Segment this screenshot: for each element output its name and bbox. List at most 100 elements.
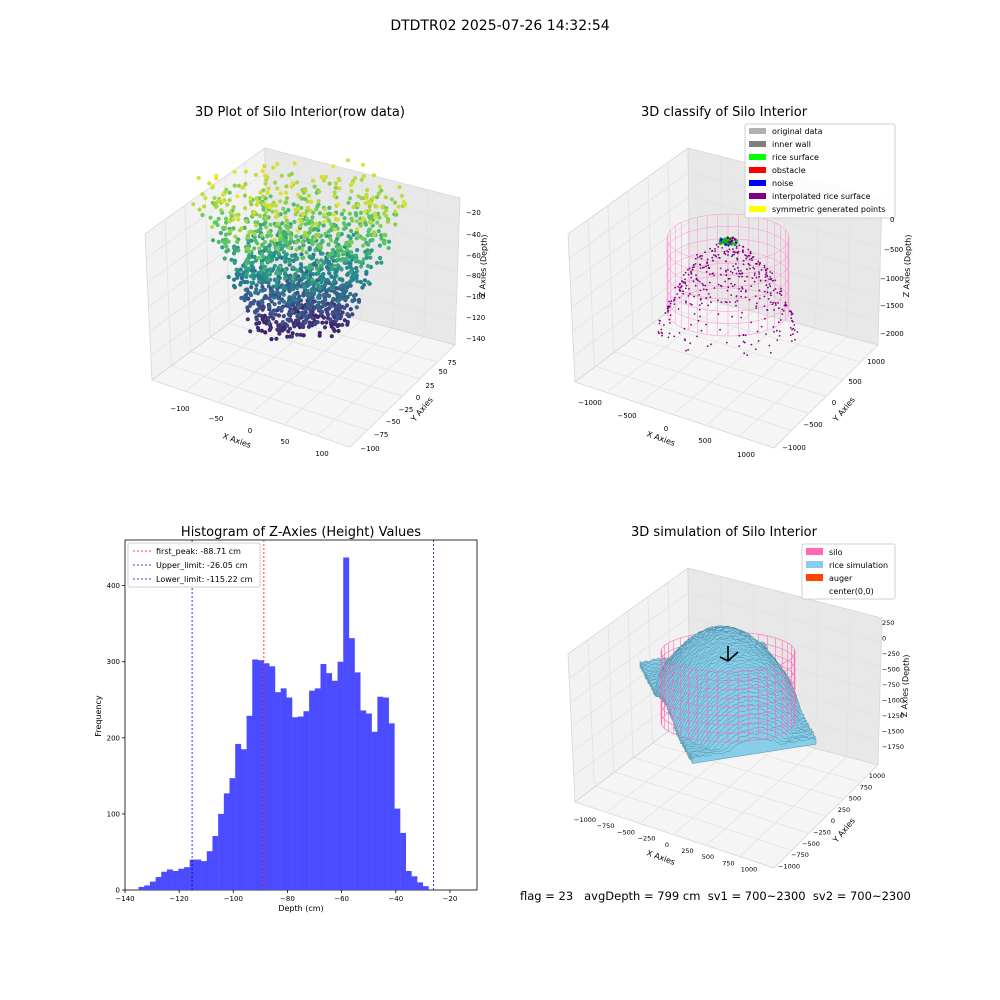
raw-point [291,282,296,287]
raw-point [287,260,292,265]
interpolated-point [753,274,756,276]
raw-point [304,289,310,294]
histogram-bar [314,688,321,890]
raw-point [353,257,358,262]
raw-point [276,291,282,296]
raw-point [397,185,402,190]
interpolated-point [759,279,762,282]
interpolated-point [775,304,777,306]
raw-point [262,287,267,292]
raw-point [285,226,290,231]
raw-point [349,250,354,255]
interpolated-point [699,267,702,269]
raw-point [291,258,296,263]
raw-point [355,227,360,232]
interpolated-point [746,256,749,258]
interpolated-point [689,342,692,345]
raw-point [290,287,295,292]
raw-point [223,232,229,237]
raw-point [233,234,238,239]
raw-point [294,234,299,239]
interpolated-point [709,296,712,298]
interpolated-point [769,351,772,354]
interpolated-point [765,333,767,335]
classify-xtick: −1000 [578,399,602,407]
interpolated-point [744,280,746,282]
interpolated-point [748,264,751,266]
raw-point [216,216,221,221]
classify-ytick: 500 [848,378,861,386]
raw-point [253,258,258,263]
raw-point [320,272,325,277]
raw-point [261,305,266,310]
histogram-bar [201,861,207,890]
raw-point [349,228,354,234]
interpolated-point [791,313,794,315]
raw-point [280,236,285,241]
interpolated-point [669,322,671,324]
interpolated-point [769,301,772,303]
raw-point [333,185,338,190]
interpolated-point [736,266,739,269]
raw-point [257,279,262,284]
raw-point [337,186,342,191]
simulation-pane-floor [574,714,879,869]
raw-point [203,196,208,201]
raw-point [316,295,321,300]
histogram-bar [377,696,384,890]
histogram-bar [235,743,242,890]
interpolated-point [736,252,739,255]
interpolated-point [776,291,779,294]
interpolated-point [733,250,735,253]
raw-point [254,202,259,207]
raw-point [281,250,286,255]
raw-point [266,186,271,191]
panel-raw-title: 3D Plot of Silo Interior(row data) [195,105,405,120]
raw-point [212,220,217,225]
raw-point [327,293,332,298]
raw-point [379,236,384,241]
interpolated-point [714,250,716,252]
interpolated-point [706,261,709,264]
interpolated-point [687,273,690,276]
histogram-bar [240,749,247,890]
raw-point [292,324,297,329]
raw-point [238,282,243,287]
interpolated-point [781,313,784,315]
raw-point [371,173,377,178]
interpolated-point [705,323,707,326]
interpolated-point [705,265,707,268]
raw-point [318,276,323,281]
figure-suptitle: DTDTR02 2025-07-26 14:32:54 [390,18,610,34]
interpolated-point [658,332,660,335]
interpolated-point [779,330,781,333]
raw-point [294,256,299,262]
interpolated-point [663,324,665,326]
interpolated-point [724,280,727,283]
raw-point [235,275,240,280]
interpolated-point [719,328,721,331]
raw-point [320,320,325,325]
legend-swatch-original [749,128,766,134]
interpolated-point [744,334,747,337]
interpolated-point [690,271,692,274]
raw-point [321,223,326,228]
interpolated-point [687,348,689,351]
rice-surface-point [732,242,736,245]
raw-point [276,296,281,301]
raw-point [342,318,347,323]
interpolated-point [725,269,727,272]
interpolated-point [717,313,720,316]
simulation-xlabel: X Axies [645,848,676,867]
raw-point [329,227,334,232]
raw-point [213,204,219,209]
raw-point [348,263,353,268]
interpolated-point [763,295,766,298]
interpolated-point [676,293,679,295]
raw-point [267,305,272,310]
raw-point [375,220,380,225]
interpolated-point [763,290,766,293]
simulation-ytick: 500 [849,795,861,803]
raw-point [344,281,349,286]
raw-point [277,229,282,234]
